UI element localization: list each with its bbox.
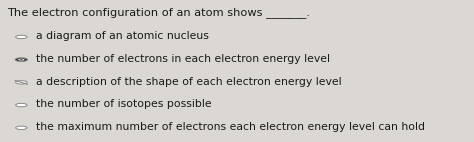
Circle shape: [16, 103, 27, 107]
Text: a diagram of an atomic nucleus: a diagram of an atomic nucleus: [36, 31, 209, 41]
Circle shape: [18, 59, 25, 61]
Text: a description of the shape of each electron energy level: a description of the shape of each elect…: [36, 77, 341, 87]
Circle shape: [16, 81, 27, 84]
Text: the number of isotopes possible: the number of isotopes possible: [36, 99, 211, 109]
Circle shape: [15, 58, 27, 61]
Text: the number of electrons in each electron energy level: the number of electrons in each electron…: [36, 54, 329, 64]
Circle shape: [16, 126, 27, 130]
Circle shape: [16, 35, 27, 39]
Text: The electron configuration of an atom shows _______.: The electron configuration of an atom sh…: [7, 7, 310, 18]
Circle shape: [20, 59, 23, 60]
Text: the maximum number of electrons each electron energy level can hold: the maximum number of electrons each ele…: [36, 122, 425, 132]
